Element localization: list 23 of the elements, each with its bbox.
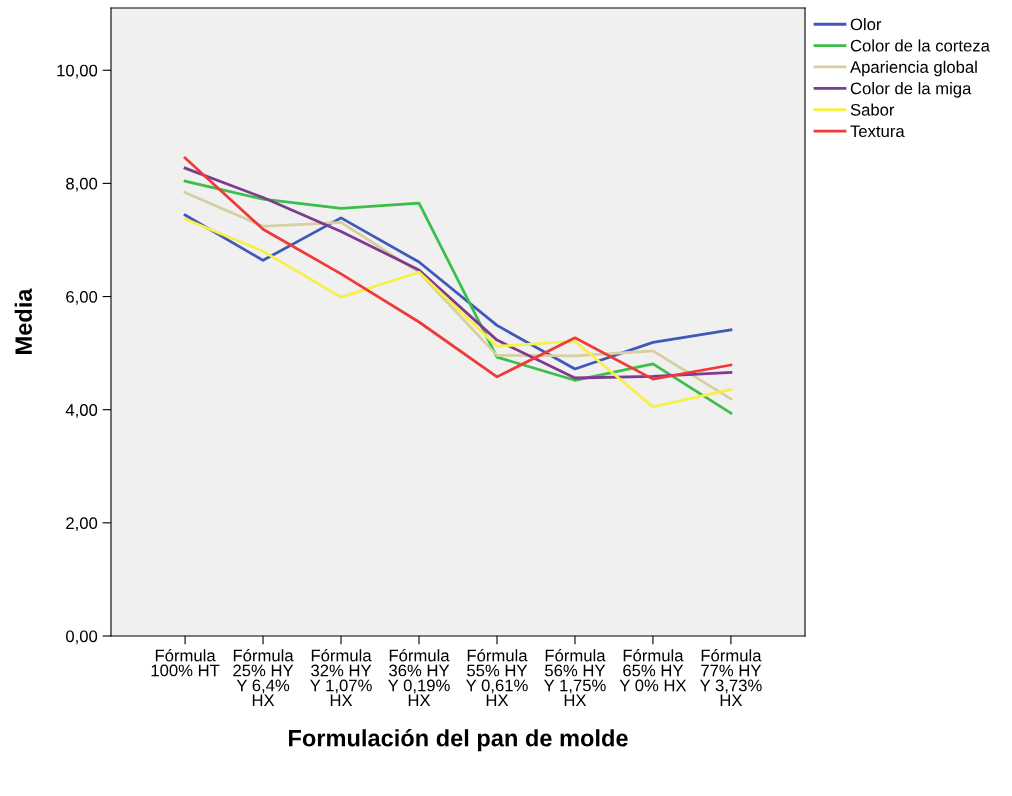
- x-tick-label: Fórmula 55% HY Y 0,61% HX: [466, 649, 528, 707]
- x-tick-label: Fórmula 25% HY Y 6,4% HX: [233, 649, 294, 707]
- x-tick-label: Fórmula 77% HY Y 3,73% HX: [699, 649, 762, 707]
- y-tick-label: 10,00: [57, 64, 98, 79]
- x-tick-label: Fórmula 36% HY Y 0,19% HX: [388, 649, 450, 707]
- y-tick-label: 8,00: [66, 177, 98, 192]
- legend-label: Olor: [850, 18, 882, 31]
- x-tick-label: Fórmula 100% HT: [151, 649, 220, 677]
- y-tick-label: 0,00: [66, 630, 98, 645]
- x-tick-label: Fórmula 65% HY Y 0% HX: [619, 649, 687, 692]
- legend-label: Color de la miga: [850, 82, 972, 98]
- y-tick-label: 4,00: [65, 404, 98, 418]
- line-series: [183, 217, 733, 409]
- legend-label: Textura: [850, 125, 905, 138]
- legend-label: Color de la corteza: [850, 39, 990, 52]
- x-axis-title: Formulación del pan de molde: [289, 728, 628, 752]
- x-tick-label: Fórmula 32% HY Y 1,07% HX: [310, 649, 372, 707]
- x-tick-label: Fórmula 56% HY Y 1,75% HX: [543, 649, 606, 707]
- legend-label: Sabor: [850, 103, 895, 116]
- y-tick-label: 2,00: [66, 517, 98, 532]
- y-axis-title: Media: [14, 288, 32, 354]
- legend-label: Apariencia global: [850, 60, 977, 77]
- y-tick-label: 6,00: [66, 290, 98, 305]
